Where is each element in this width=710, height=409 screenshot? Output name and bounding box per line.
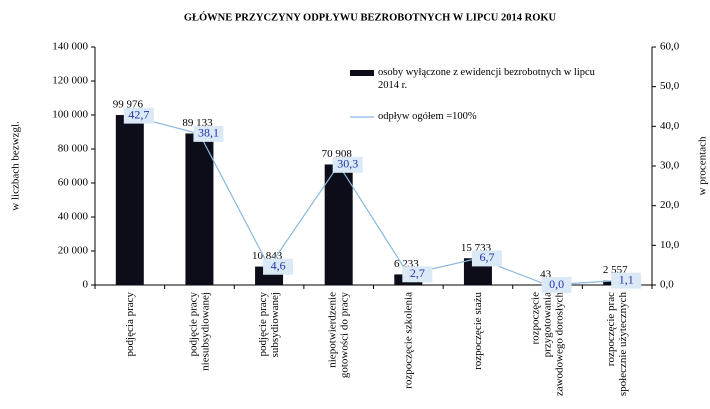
line-label-box: [193, 125, 224, 142]
y2-axis-label: w procentach: [697, 136, 709, 195]
line-label-box: [541, 277, 572, 293]
y-tick-label: 0: [83, 279, 89, 291]
x-tick-label-text: podjęcie pracy niesubsydiowanej: [187, 292, 212, 371]
x-tick-label-box: rozpoczęcie prac społecznie użytecznych: [587, 288, 647, 400]
x-tick-label: podjęcie pracy subsydiowanej: [239, 288, 299, 400]
y2-tick-label: 40,0: [660, 120, 680, 132]
x-tick-label-box: niepotwierdzenie gotowości do pracy: [309, 288, 369, 400]
x-tick-label: rozpoczęcie przygotowania zawodowego dor…: [518, 288, 578, 400]
y-tick-label: 80 000: [58, 143, 89, 155]
x-tick-label-box: podjęcie pracy subsydiowanej: [239, 288, 299, 400]
line-value-label: 1,1: [619, 272, 634, 286]
x-tick-label: rozpoczęcie prac społecznie użytecznych: [587, 288, 647, 400]
x-tick-label-text: podjęcia pracy: [123, 292, 136, 357]
y2-tick-label: 30,0: [660, 160, 680, 172]
x-tick-label-text: niepotwierdzenie gotowości do pracy: [326, 292, 351, 379]
x-tick-label: podjęcia pracy: [100, 288, 160, 400]
x-tick-label: rozpoczęcie szkolenia: [378, 288, 438, 400]
x-tick-label-box: rozpoczęcie przygotowania zawodowego dor…: [518, 288, 578, 400]
line-value-label: 30,3: [337, 157, 358, 171]
line-value-label: 42,7: [128, 107, 149, 121]
x-tick-label-box: podjęcia pracy: [100, 288, 160, 400]
line-label-box: [402, 266, 433, 283]
chart-title: GŁÓWNE PRZYCZYNY ODPŁYWU BEZROBOTNYCH W …: [184, 11, 557, 23]
y2-tick-label: 20,0: [660, 199, 680, 211]
line-value-label: 4,6: [271, 259, 286, 273]
y-tick-label: 60 000: [58, 177, 89, 189]
x-tick-label: rozpoczęcie stażu: [448, 288, 508, 400]
line-label-box: [123, 107, 154, 124]
line: [129, 115, 618, 286]
line-value-label: 6,7: [479, 250, 494, 264]
x-tick-label: niepotwierdzenie gotowości do pracy: [309, 288, 369, 400]
x-tick-label-text: rozpoczęcie szkolenia: [402, 292, 415, 389]
y-tick-label: 20 000: [58, 245, 89, 257]
legend-label-box: osoby wyłączone z ewidencji bezrobotnych…: [378, 67, 595, 91]
line-label-box: [611, 272, 642, 289]
x-tick-label-box: rozpoczęcie szkolenia: [378, 288, 438, 400]
line-label-box: [332, 156, 363, 173]
y2-tick-label: 60,0: [660, 41, 680, 53]
line-value-label: 38,1: [198, 126, 219, 140]
y-tick-label: 140 000: [52, 41, 88, 53]
legend-label: odpływ ogółem =100%: [378, 111, 477, 122]
y2-tick-label: 0,0: [660, 279, 674, 291]
legend-label: osoby wyłączone z ewidencji bezrobotnych…: [378, 67, 595, 91]
legend-label-box: odpływ ogółem =100%: [378, 111, 477, 122]
y2-tick-label: 10,0: [660, 239, 680, 251]
bar: [115, 115, 144, 285]
y2-tick-label: 50,0: [660, 80, 680, 92]
line-value-label: 0,0: [549, 277, 564, 291]
x-tick-label-text: rozpoczęcie przygotowania zawodowego dor…: [529, 292, 566, 397]
x-tick-label-box: podjęcie pracy niesubsydiowanej: [169, 288, 229, 400]
bar: [185, 133, 214, 285]
x-tick-label-text: podjęcie pracy subsydiowanej: [257, 292, 282, 358]
x-tick-label-text: rozpoczęcie stażu: [471, 292, 484, 370]
y-axis-label: w liczbach bezwzgl.: [10, 121, 22, 211]
y-tick-label: 100 000: [52, 109, 88, 121]
line-label-box: [471, 250, 502, 267]
bar: [324, 164, 353, 285]
legend-swatch: [350, 70, 374, 76]
y-tick-label: 40 000: [58, 211, 89, 223]
x-tick-label: podjęcie pracy niesubsydiowanej: [169, 288, 229, 400]
bar-value-label: 43: [540, 268, 552, 280]
line-value-label: 2,7: [410, 266, 425, 280]
x-tick-label-text: rozpoczęcie prac społecznie użytecznych: [605, 292, 630, 397]
bar-value-label: 99 976: [113, 99, 144, 111]
y-tick-label: 120 000: [52, 75, 88, 87]
x-tick-label-box: rozpoczęcie stażu: [448, 288, 508, 400]
line-label-box: [263, 258, 294, 275]
